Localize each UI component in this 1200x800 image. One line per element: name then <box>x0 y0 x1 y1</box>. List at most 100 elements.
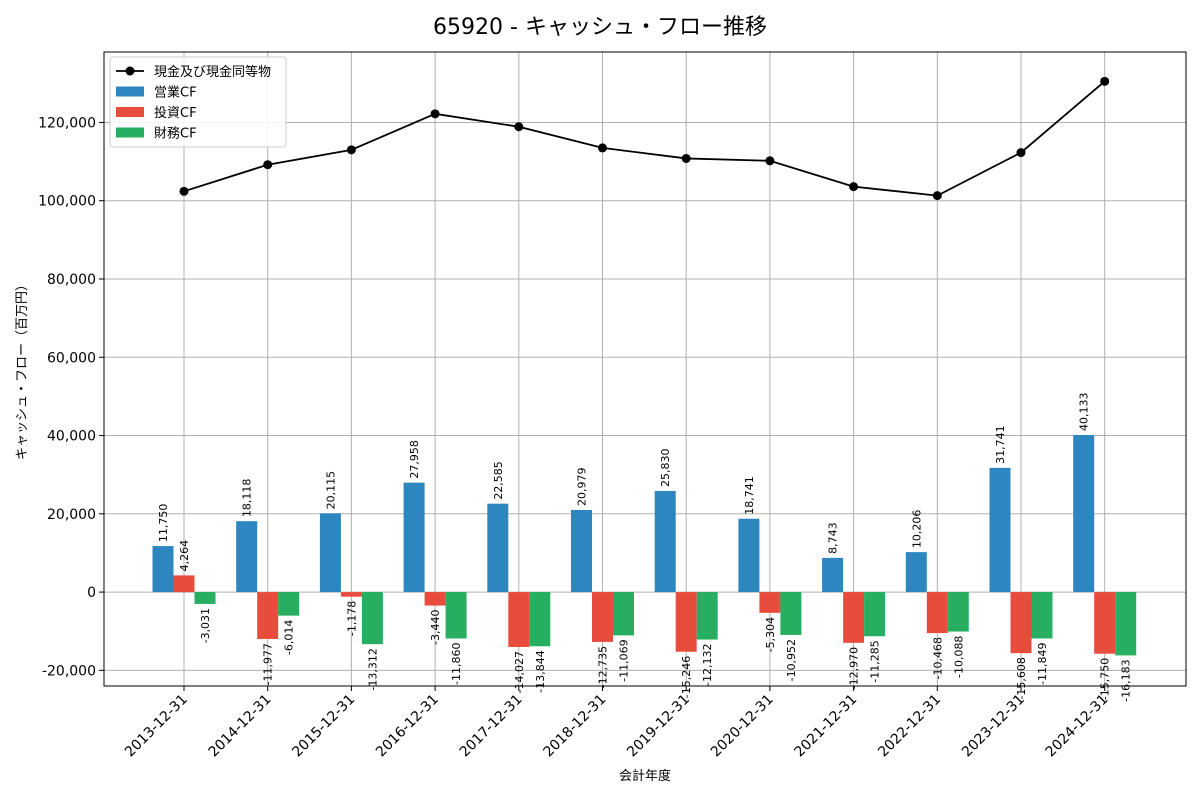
cash-point-3 <box>430 109 440 119</box>
bar-1-0 <box>173 575 195 593</box>
bar-1-7 <box>759 592 781 613</box>
chart-title: 65920 - キャッシュ・フロー推移 <box>433 15 767 40</box>
cash-point-6 <box>681 153 691 163</box>
bar-label-0-5: 20,979 <box>576 467 589 506</box>
bar-label-0-1: 18,118 <box>241 479 254 518</box>
bar-label-1-0: 4,264 <box>178 540 191 572</box>
bar-label-2-11: -16,183 <box>1120 659 1133 701</box>
bar-label-1-8: -12,970 <box>848 647 861 689</box>
cash-point-2 <box>346 145 356 155</box>
cash-point-10 <box>1016 148 1026 158</box>
bar-2-6 <box>696 592 718 640</box>
cash-point-4 <box>514 122 524 132</box>
bar-2-2 <box>361 592 383 645</box>
bar-label-2-5: -11,069 <box>618 639 631 681</box>
legend-box <box>109 56 287 148</box>
bar-1-3 <box>424 592 446 606</box>
y-tick-label: 80,000 <box>47 272 96 288</box>
legend-swatch-marker <box>125 66 135 76</box>
legend-label-3: 財務CF <box>154 127 197 142</box>
legend-label-2: 投資CF <box>154 105 197 121</box>
y-tick-label: 40,000 <box>47 429 96 445</box>
y-tick-label: 60,000 <box>47 350 96 366</box>
bar-label-1-5: -12,735 <box>597 646 610 688</box>
bar-label-1-4: -14,027 <box>513 651 526 693</box>
bar-label-2-3: -11,860 <box>450 642 463 684</box>
bar-2-9 <box>947 592 969 632</box>
bar-2-4 <box>529 592 551 647</box>
cash-line <box>179 76 1110 201</box>
legend-swatch-2 <box>116 107 144 117</box>
y-axis-ticks: -20,000 0 20,000 40,000 60,000 80,000 100,000 1… <box>38 115 104 679</box>
cash-line-path <box>183 80 1106 197</box>
bar-label-2-0: -3,031 <box>199 608 212 643</box>
cash-point-9 <box>932 191 942 201</box>
bar-2-3 <box>445 592 467 639</box>
bar-label-0-0: 11,750 <box>157 504 170 543</box>
bar-label-0-9: 10,206 <box>910 510 923 549</box>
bar-0-4 <box>487 503 509 593</box>
bar-1-11 <box>1094 592 1116 654</box>
cash-point-0 <box>179 186 189 196</box>
bar-2-5 <box>613 592 634 636</box>
bar-label-2-1: -6,014 <box>283 620 296 655</box>
bar-0-8 <box>822 557 844 593</box>
bar-label-0-4: 22,585 <box>492 461 505 500</box>
bar-1-2 <box>340 592 362 597</box>
bar-label-0-10: 31,741 <box>994 425 1007 464</box>
y-tick-label: 0 <box>87 585 96 601</box>
bar-0-0 <box>152 546 174 593</box>
bars <box>152 435 1137 656</box>
bar-1-4 <box>508 592 530 647</box>
plot-frame <box>103 51 1187 687</box>
y-tick-label: -20,000 <box>42 663 96 679</box>
y-axis-label: キャッシュ・フロー（百万円） <box>15 278 30 460</box>
cash-point-11 <box>1100 76 1110 86</box>
bar-0-2 <box>319 513 341 593</box>
bar-2-11 <box>1115 592 1137 656</box>
bar-1-5 <box>592 592 613 642</box>
bar-1-1 <box>257 592 279 639</box>
bar-value-labels: 11,750 18,118 20,115 27,958 22,585 20,979 25,8… <box>157 393 1133 702</box>
bar-0-5 <box>571 509 592 593</box>
bar-label-1-10: -15,608 <box>1015 657 1028 699</box>
bar-label-1-1: -11,977 <box>262 643 275 685</box>
bar-label-1-6: -15,246 <box>680 656 693 698</box>
y-tick-label: 120,000 <box>38 115 96 131</box>
bar-label-1-7: -5,304 <box>764 617 777 652</box>
bar-0-11 <box>1073 435 1095 593</box>
cash-point-7 <box>765 156 775 166</box>
legend-label-1: 営業CF <box>154 85 197 101</box>
bar-0-10 <box>989 467 1011 593</box>
bar-label-2-9: -10,088 <box>952 636 965 678</box>
x-axis-label: 会計年度 <box>619 768 671 784</box>
bar-0-9 <box>905 552 927 593</box>
bar-1-6 <box>675 592 697 652</box>
bar-label-2-6: -12,132 <box>701 644 714 686</box>
bar-0-7 <box>738 518 760 593</box>
bar-label-1-11: -15,750 <box>1099 658 1112 700</box>
bar-label-2-2: -13,312 <box>366 648 379 690</box>
y-tick-label: 20,000 <box>47 507 96 523</box>
bar-1-10 <box>1010 592 1032 654</box>
bar-0-3 <box>403 482 425 593</box>
bar-1-9 <box>926 592 948 634</box>
legend-swatch-3 <box>116 127 144 138</box>
bar-1-8 <box>843 592 865 643</box>
legend-swatch-1 <box>116 86 144 97</box>
bar-label-0-6: 25,830 <box>659 448 672 487</box>
legend-label-0: 現金及び現金同等物 <box>154 64 271 80</box>
bar-label-0-3: 27,958 <box>408 440 421 479</box>
bar-label-2-8: -11,285 <box>869 640 882 682</box>
bar-2-7 <box>780 592 802 635</box>
bar-label-2-4: -13,844 <box>534 650 547 692</box>
bar-label-2-10: -11,849 <box>1036 642 1049 684</box>
bar-2-1 <box>278 592 300 616</box>
bar-0-6 <box>654 490 676 593</box>
bar-2-8 <box>864 592 886 637</box>
bar-0-1 <box>236 521 258 593</box>
bar-2-0 <box>194 592 216 604</box>
bar-label-0-8: 8,743 <box>827 522 840 554</box>
